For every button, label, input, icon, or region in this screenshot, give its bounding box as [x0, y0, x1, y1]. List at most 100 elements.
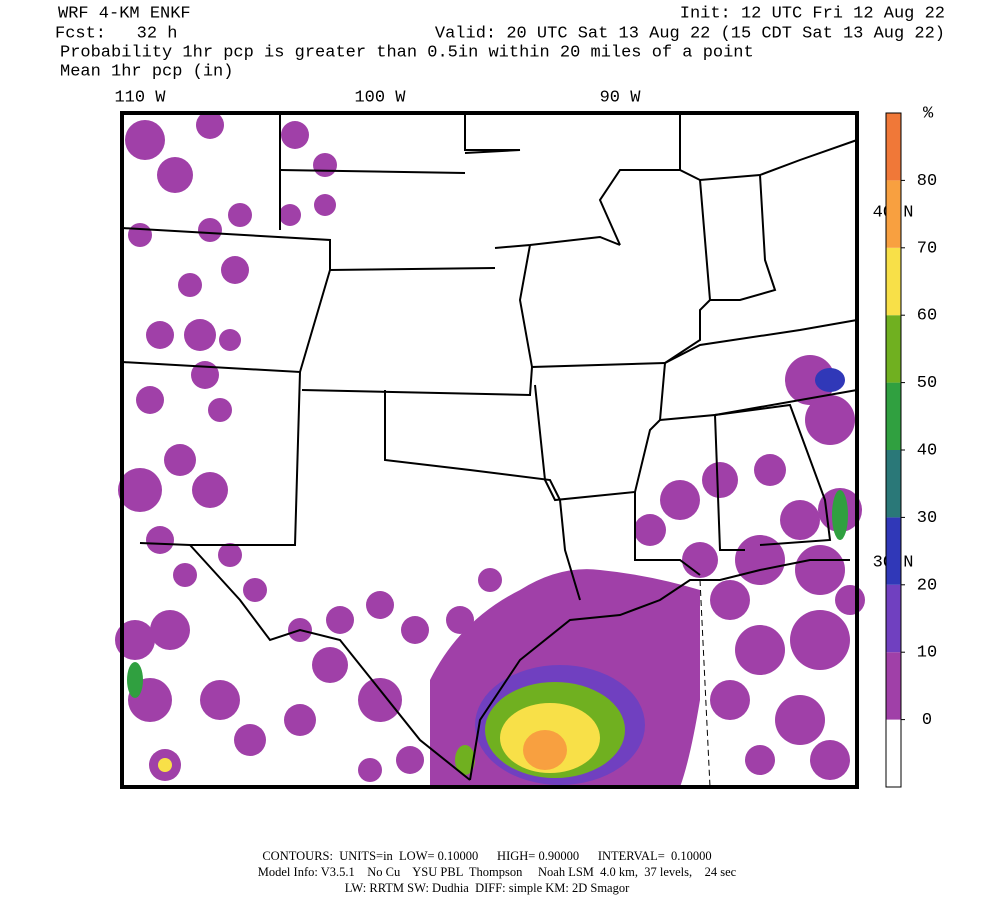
- precip-area: [634, 514, 666, 546]
- state-boundary: [464, 113, 521, 154]
- footer-model: Model Info: V3.5.1 No Cu YSU PBL Thompso…: [258, 865, 737, 879]
- colorbar-label: 0: [922, 711, 932, 730]
- precip-area: [284, 704, 316, 736]
- precip-area: [243, 578, 267, 602]
- precip-area: [735, 625, 785, 675]
- map: [115, 111, 865, 788]
- colorbar-label: 20: [917, 576, 937, 595]
- state-boundary: [664, 299, 711, 364]
- precip-area: [164, 444, 196, 476]
- precip-area: [785, 355, 835, 405]
- precip-area: [221, 256, 249, 284]
- state-boundary: [714, 389, 858, 416]
- colorbar-unit: %: [923, 104, 934, 123]
- forecast-hour: Fcst: 32 h: [55, 24, 177, 43]
- precip-area: [146, 321, 174, 349]
- field-title: Probability 1hr pcp is greater than 0.5i…: [60, 43, 754, 62]
- precip-area: [196, 111, 224, 139]
- precip-area: [279, 204, 301, 226]
- colorbar-label: 80: [917, 172, 937, 191]
- precip-area: [795, 545, 845, 595]
- colorbar-segment: [886, 382, 901, 450]
- precip-area: [218, 543, 242, 567]
- precip-area: [805, 395, 855, 445]
- colorbar-segment: [886, 315, 901, 383]
- state-boundary: [301, 362, 666, 397]
- colorbar-segment: [886, 247, 901, 316]
- lon-label: 110 W: [114, 88, 166, 107]
- state-boundary: [559, 499, 581, 601]
- precip-area: [208, 398, 232, 422]
- precip-area: [312, 647, 348, 683]
- state-boundary: [759, 139, 858, 176]
- lon-label: 90 W: [600, 88, 642, 107]
- colorbar-label: 70: [917, 239, 937, 258]
- colorbar-label: 60: [917, 307, 937, 326]
- precip-area: [735, 535, 785, 585]
- valid-time: Valid: 20 UTC Sat 13 Aug 22 (15 CDT Sat …: [435, 24, 945, 43]
- state-boundary: [659, 413, 745, 551]
- precip-area: [835, 585, 865, 615]
- precip-area: [358, 758, 382, 782]
- field-subtitle: Mean 1hr pcp (in): [60, 62, 233, 81]
- state-boundary: [279, 169, 466, 174]
- state-boundary: [384, 390, 561, 501]
- colorbar-segment: [886, 450, 901, 518]
- precip-area: [178, 273, 202, 297]
- colorbar-segment: [886, 652, 901, 720]
- colorbar-segment: [886, 584, 901, 653]
- precip-area: [125, 120, 165, 160]
- state-boundary: [699, 579, 711, 788]
- colorbar-label: 10: [917, 644, 937, 663]
- colorbar-segment: [886, 517, 901, 585]
- precip-area: [128, 223, 152, 247]
- precip-area: [184, 319, 216, 351]
- colorbar-segment: [886, 180, 901, 248]
- colorbar: [885, 112, 905, 788]
- precip-area: [832, 490, 848, 540]
- precip-area: [314, 194, 336, 216]
- state-boundary: [518, 244, 533, 368]
- colorbar-label: 50: [917, 374, 937, 393]
- precip-area: [158, 758, 172, 772]
- precip-area: [173, 563, 197, 587]
- precip-area: [366, 591, 394, 619]
- precip-area: [710, 580, 750, 620]
- lon-label: 100 W: [354, 88, 406, 107]
- precip-area: [358, 678, 402, 722]
- precip-area: [455, 745, 475, 775]
- precip-area: [146, 526, 174, 554]
- state-boundary: [121, 269, 331, 374]
- colorbar-label: 40: [917, 441, 937, 460]
- precip-area: [136, 386, 164, 414]
- precip-area: [478, 568, 502, 592]
- precip-area: [810, 740, 850, 780]
- precip-area: [780, 500, 820, 540]
- state-boundary: [598, 169, 761, 246]
- footer-physics: LW: RRTM SW: Dudhia DIFF: simple KM: 2D …: [345, 881, 630, 895]
- precip-area: [660, 480, 700, 520]
- init-time: Init: 12 UTC Fri 12 Aug 22: [680, 4, 945, 23]
- precip-area: [127, 662, 143, 698]
- precip-area: [446, 606, 474, 634]
- footer-contours: CONTOURS: UNITS=in LOW= 0.10000 HIGH= 0.…: [262, 849, 711, 863]
- precip-area: [815, 368, 845, 392]
- precip-area: [200, 680, 240, 720]
- state-boundary: [534, 384, 661, 502]
- precip-area: [192, 472, 228, 508]
- precip-area: [682, 542, 718, 578]
- precip-area: [219, 329, 241, 351]
- model-title: WRF 4-KM ENKF: [58, 4, 191, 23]
- state-boundary: [714, 403, 832, 546]
- colorbar-label: 30: [917, 509, 937, 528]
- colorbar-segment: [886, 113, 901, 181]
- precip-area: [118, 468, 162, 512]
- precip-area: [326, 606, 354, 634]
- precip-area: [396, 746, 424, 774]
- state-boundary: [469, 559, 850, 781]
- precip-area: [754, 454, 786, 486]
- precip-area: [281, 121, 309, 149]
- colorbar-segment: [886, 719, 901, 787]
- precip-area: [115, 620, 155, 660]
- state-boundary: [189, 544, 471, 781]
